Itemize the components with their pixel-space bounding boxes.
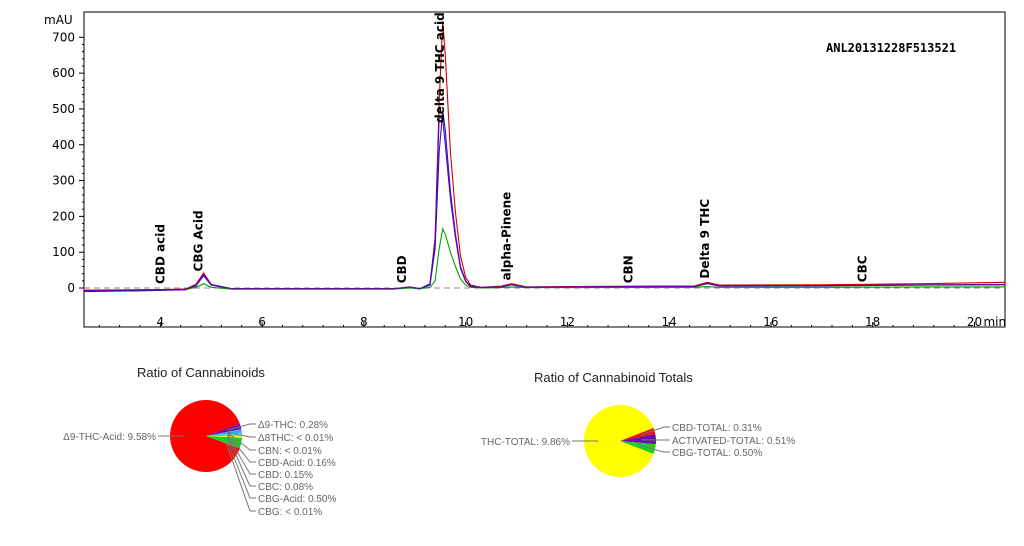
peak-label-delta-9-thc: Delta 9 THC bbox=[698, 199, 712, 279]
pie-slice-2 bbox=[206, 429, 242, 436]
y-tick-label-400: 400 bbox=[52, 138, 75, 152]
y-tick-label-600: 600 bbox=[52, 66, 75, 80]
pie-slice-3 bbox=[206, 429, 242, 436]
pie-label-8: CBG: < 0.01% bbox=[258, 507, 322, 518]
pie-leader-line bbox=[227, 431, 256, 438]
pie-leader-line bbox=[640, 426, 670, 436]
pie-slice-2 bbox=[620, 433, 656, 445]
pie2-title: Ratio of Cannabinoid Totals bbox=[534, 370, 693, 385]
trace-red bbox=[83, 21, 1006, 292]
y-tick-label-700: 700 bbox=[52, 30, 75, 44]
trace-green bbox=[83, 227, 1005, 291]
x-tick-label-20: 20 bbox=[967, 315, 982, 329]
peak-label-cbc: CBC bbox=[856, 255, 870, 282]
y-tick-label-0: 0 bbox=[67, 281, 75, 295]
pie-leader-line bbox=[226, 431, 256, 451]
pie-slice-0 bbox=[169, 400, 240, 473]
pie-slice-0 bbox=[584, 405, 654, 477]
pie-slice-1 bbox=[620, 427, 656, 441]
peak-label-cbg-acid: CBG Acid bbox=[191, 210, 205, 271]
peak-label-alpha-pinene: alpha-Pinene bbox=[499, 192, 513, 281]
y-tick-label-500: 500 bbox=[52, 102, 75, 116]
pie1-title: Ratio of Cannabinoids bbox=[137, 365, 265, 380]
x-axis-unit-label: min bbox=[983, 315, 1006, 329]
pie-label-2: ACTIVATED-TOTAL: 0.51% bbox=[672, 436, 795, 447]
pie-leader-line bbox=[225, 443, 256, 512]
pie-leader-line bbox=[226, 423, 256, 431]
y-tick-label-100: 100 bbox=[52, 245, 75, 259]
x-tick-label-14: 14 bbox=[662, 315, 677, 329]
pie-ratio-cannabinoid-totals: THC-TOTAL: 9.86% CBD-TOTAL: 0.31% ACTIVATE… bbox=[481, 405, 795, 477]
x-tick-label-18: 18 bbox=[865, 315, 880, 329]
plot-frame bbox=[83, 11, 1006, 328]
x-tick-label-16: 16 bbox=[763, 315, 778, 329]
y-axis-unit-label: mAU bbox=[44, 13, 73, 27]
chromatogram-traces bbox=[83, 21, 1006, 293]
x-tick-label-12: 12 bbox=[560, 315, 575, 329]
pie-leader-line bbox=[226, 440, 256, 499]
chromatogram-peak-labels: CBD acid CBG Acid CBD delta 9 THC acid alpha… bbox=[153, 12, 869, 284]
peak-label-delta-9-thc-acid: delta 9 THC acid bbox=[433, 12, 447, 123]
peak-label-cbd-acid: CBD acid bbox=[153, 224, 167, 284]
pie-slice-1 bbox=[206, 423, 242, 436]
pie-label-0: THC-TOTAL: 9.86% bbox=[481, 437, 570, 448]
pie-label-1: CBD-TOTAL: 0.31% bbox=[672, 423, 762, 434]
sample-id: ANL20131228F513521 bbox=[826, 41, 956, 55]
peak-label-cbd: CBD bbox=[395, 255, 409, 283]
pie-label-3: CBG-TOTAL: 0.50% bbox=[672, 448, 762, 459]
pie-slice-5 bbox=[206, 433, 242, 437]
y-tick-label-200: 200 bbox=[52, 209, 75, 223]
y-tick-label-300: 300 bbox=[52, 174, 75, 188]
pie-slice-3 bbox=[620, 441, 656, 455]
pie-label-0: Δ9-THC-Acid: 9.58% bbox=[63, 432, 156, 443]
x-tick-label-8: 8 bbox=[360, 315, 368, 329]
pie-label-1: Δ9-THC: 0.28% bbox=[258, 420, 328, 431]
pie-label-6: CBC: 0.08% bbox=[258, 482, 313, 493]
pie-ratio-cannabinoids: Δ9-THC-Acid: 9.58% Δ9-THC: 0.28% Δ8THC: < … bbox=[63, 400, 336, 518]
pie-label-5: CBD: 0.15% bbox=[258, 470, 313, 481]
peak-label-cbn: CBN bbox=[621, 255, 635, 283]
pie-leader-line bbox=[227, 434, 256, 475]
pie-label-7: CBG-Acid: 0.50% bbox=[258, 494, 336, 505]
pie-leader-line bbox=[227, 432, 256, 463]
pie-leader-line bbox=[227, 436, 256, 487]
x-tick-label-6: 6 bbox=[258, 315, 266, 329]
trace-purple bbox=[83, 114, 1006, 292]
x-tick-label-10: 10 bbox=[458, 315, 473, 329]
pie-label-4: CBD-Acid: 0.16% bbox=[258, 458, 336, 469]
pie-slice-4 bbox=[206, 429, 242, 436]
pie-leader-line bbox=[640, 445, 670, 453]
x-tick-label-4: 4 bbox=[157, 315, 165, 329]
pie-label-2: Δ8THC: < 0.01% bbox=[258, 433, 333, 444]
pie-label-3: CBN: < 0.01% bbox=[258, 446, 322, 457]
